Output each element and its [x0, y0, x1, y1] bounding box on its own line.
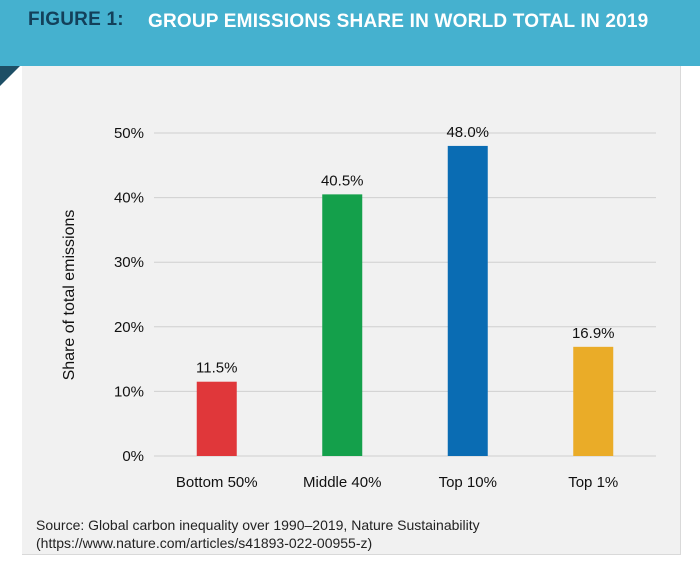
figure-number: FIGURE 1: [28, 9, 124, 30]
x-category-label: Bottom 50% [176, 474, 258, 491]
figure-header: FIGURE 1: GROUP EMISSIONS SHARE IN WORLD… [0, 0, 700, 66]
data-label: 40.5% [321, 172, 364, 189]
source-line-1: Source: Global carbon inequality over 19… [36, 517, 480, 533]
data-label: 48.0% [446, 124, 489, 141]
x-category-label: Middle 40% [303, 474, 381, 491]
bar-1 [196, 381, 237, 456]
bar-chart-svg: 0% 10% 20% 30% 40% 50% Share of total emission… [61, 124, 656, 491]
y-tick-label: 20% [114, 319, 144, 336]
x-category-label: Top 10% [439, 474, 497, 491]
figure-title: GROUP EMISSIONS SHARE IN WORLD TOTAL IN … [148, 11, 649, 32]
y-tick-label: 30% [114, 254, 144, 271]
y-tick-label: 40% [114, 190, 144, 207]
x-category-label: Top 1% [568, 474, 618, 491]
source-note: Source: Global carbon inequality over 19… [36, 516, 676, 552]
source-line-2: (https://www.nature.com/articles/s41893-… [36, 535, 373, 551]
bar-3 [447, 145, 488, 457]
data-label: 11.5% [196, 360, 237, 377]
y-tick-label: 0% [122, 448, 144, 465]
y-tick-label: 50% [114, 125, 144, 142]
bar-chart: 0% 10% 20% 30% 40% 50% Share of total emission… [22, 66, 692, 516]
bar-2 [322, 194, 363, 456]
header-fold-decoration [0, 66, 20, 86]
data-label: 16.9% [572, 325, 615, 342]
bar-4 [573, 346, 614, 456]
y-axis-label: Share of total emissions [61, 210, 78, 381]
y-tick-label: 10% [114, 383, 144, 400]
